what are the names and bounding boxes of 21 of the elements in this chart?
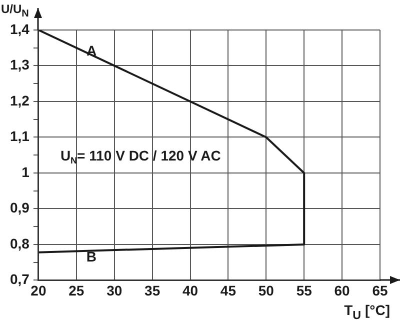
y-tick-label: 0,8 <box>10 235 30 252</box>
annotation: B <box>86 248 96 265</box>
y-tick-label: 1 <box>22 164 30 180</box>
x-tick-label: 35 <box>144 282 160 298</box>
y-tick-label: 1,1 <box>10 128 30 144</box>
x-tick-label: 40 <box>182 282 198 298</box>
x-tick-label: 25 <box>68 282 84 298</box>
x-tick-label: 65 <box>372 282 388 298</box>
x-tick-label: 45 <box>220 282 236 298</box>
x-tick-label: 50 <box>258 282 274 298</box>
y-tick-label: 1,2 <box>10 92 30 108</box>
y-tick-label: 1,3 <box>10 56 30 73</box>
y-tick-label: 0,9 <box>10 200 30 216</box>
y-tick-label: 0,7 <box>10 271 30 288</box>
y-axis-title: U/U$_{N}$ <box>1 2 29 20</box>
x-axis-title: T$_{U}$ [°C] <box>344 302 390 322</box>
x-tick-label: 55 <box>296 282 312 298</box>
x-tick-label: 30 <box>106 282 122 298</box>
x-tick-label: 20 <box>30 282 46 298</box>
x-tick-label: 60 <box>334 282 350 298</box>
y-tick-label: 1,4 <box>10 20 30 37</box>
